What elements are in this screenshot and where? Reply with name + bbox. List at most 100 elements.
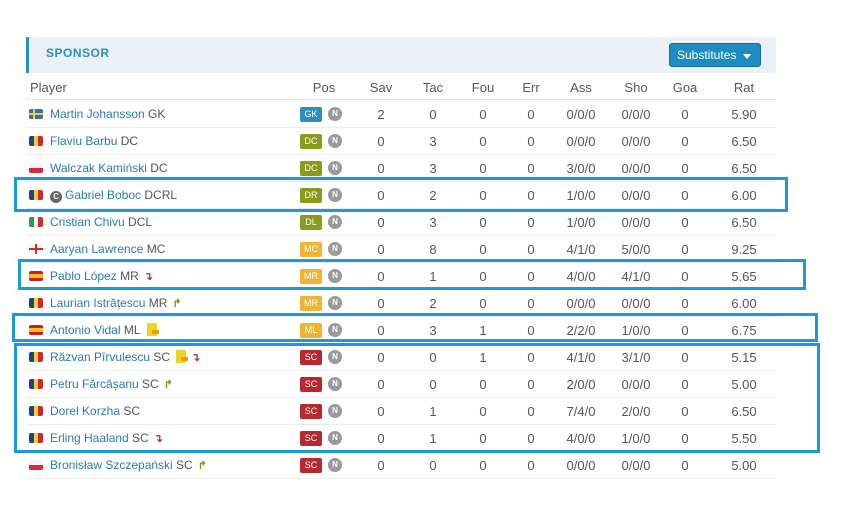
table-row[interactable]: Martin Johansson GK GK N 2 0 0 0 0/0/0 0/0/0 0 5.9… xyxy=(26,101,776,128)
table-row[interactable]: Bronisław Szczepański SC ↱ SC N 0 0 0 0 0/0/0 0/0… xyxy=(26,452,776,479)
yellow-card-icon xyxy=(146,323,159,336)
player-name[interactable]: Dorel Korzha xyxy=(50,404,121,418)
position-badge: SC xyxy=(300,377,322,392)
player-name[interactable]: Petru Fărcășanu xyxy=(50,377,139,391)
table-row[interactable]: Petru Fărcășanu SC ↱ SC N 0 0 0 0 2/0/0 0/0/0 0 5.0… xyxy=(26,371,776,398)
stat-sho-cell: 0/0/0 xyxy=(621,161,651,176)
nationality-badge: N xyxy=(328,134,342,148)
player-position-text: MC xyxy=(143,242,166,256)
stat-sav-cell: 0 xyxy=(377,350,385,365)
stat-tac-cell: 0 xyxy=(429,377,437,392)
player-name[interactable]: Pablo López xyxy=(50,269,117,283)
player-name-cell[interactable]: Dorel Korzha SC xyxy=(50,404,140,418)
stat-fou-cell: 0 xyxy=(479,161,487,176)
team-title: SPONSOR xyxy=(46,46,110,60)
table-row[interactable]: C Gabriel Boboc DCRL DR N 0 2 0 0 1/0/0 0/0/0 0 6.0… xyxy=(26,182,776,209)
stat-goa-cell: 0 xyxy=(681,377,689,392)
stat-ass-cell: 0/0/0 xyxy=(566,134,596,149)
column-header-pos: Pos xyxy=(312,80,336,95)
stat-err-cell: 0 xyxy=(527,431,535,446)
position-badge: SC xyxy=(300,350,322,365)
player-name-cell[interactable]: Aaryan Lawrence MC xyxy=(50,242,165,256)
player-name[interactable]: Răzvan Pîrvulescu xyxy=(50,350,151,364)
table-row[interactable]: Pablo López MR ↴ MR N 0 1 0 0 4/0/0 4/1/0 0 5.65 xyxy=(26,263,776,290)
stat-goa-cell: 0 xyxy=(681,107,689,122)
stat-sho-cell: 1/0/0 xyxy=(621,323,651,338)
player-name-cell[interactable]: Pablo López MR ↴ xyxy=(50,269,153,283)
player-name-cell[interactable]: Flaviu Barbu DC xyxy=(50,134,138,148)
stat-tac-cell: 1 xyxy=(429,431,437,446)
table-row[interactable]: Cristian Chivu DCL DL N 0 3 0 0 1/0/0 0/0/0 0 6.50 xyxy=(26,209,776,236)
player-name[interactable]: Antonio Vidal xyxy=(50,323,121,337)
sub-in-arrow-icon: ↱ xyxy=(163,379,173,391)
stat-sav-cell: 0 xyxy=(377,242,385,257)
table-row[interactable]: Flaviu Barbu DC DC N 0 3 0 0 0/0/0 0/0/0 0 6.50 xyxy=(26,128,776,155)
stat-sav-cell: 2 xyxy=(377,107,385,122)
player-name-cell[interactable]: Petru Fărcășanu SC ↱ xyxy=(50,377,173,391)
player-name[interactable]: Aaryan Lawrence xyxy=(50,242,144,256)
captain-icon: C xyxy=(50,191,62,203)
player-name[interactable]: Walczak Kamiński xyxy=(50,161,147,175)
player-name[interactable]: Bronisław Szczepański xyxy=(50,458,173,472)
stat-fou-cell: 0 xyxy=(479,296,487,311)
table-row[interactable]: Aaryan Lawrence MC MC N 0 8 0 0 4/1/0 5/0/0 0 9.25 xyxy=(26,236,776,263)
stat-fou-cell: 1 xyxy=(479,323,487,338)
player-name[interactable]: Cristian Chivu xyxy=(50,215,125,229)
nationality-badge: N xyxy=(328,161,342,175)
player-name-cell[interactable]: Răzvan Pîrvulescu SC ↴ xyxy=(50,350,200,364)
stat-err-cell: 0 xyxy=(527,134,535,149)
position-badge: DC xyxy=(300,161,322,176)
player-position-text: MR xyxy=(116,269,139,283)
player-name[interactable]: Laurian Istrățescu xyxy=(50,296,146,310)
column-header-sav: Sav xyxy=(369,80,393,95)
stat-sav-cell: 0 xyxy=(377,296,385,311)
nationality-badge: N xyxy=(328,269,342,283)
romania-flag-icon xyxy=(29,190,43,200)
player-name-cell[interactable]: Laurian Istrățescu MR ↱ xyxy=(50,296,182,310)
player-name[interactable]: Flaviu Barbu xyxy=(50,134,118,148)
stat-err-cell: 0 xyxy=(527,107,535,122)
player-position-text: MR xyxy=(145,296,168,310)
table-row[interactable]: Antonio Vidal ML ML N 0 3 1 0 2/2/0 1/0/0 0 6.75 xyxy=(26,317,776,344)
nationality-badge: N xyxy=(328,242,342,256)
table-row[interactable]: Laurian Istrățescu MR ↱ MR N 0 2 0 0 0/0/0 0/0/0 0… xyxy=(26,290,776,317)
position-badge: DC xyxy=(300,134,322,149)
stat-rat-cell: 6.50 xyxy=(731,215,757,230)
stat-tac-cell: 3 xyxy=(429,323,437,338)
column-header-sho: Sho xyxy=(624,80,648,95)
highlight-box xyxy=(14,343,820,453)
stat-rat-cell: 5.00 xyxy=(731,377,757,392)
stat-rat-cell: 6.00 xyxy=(731,188,757,203)
player-position-text: DCRL xyxy=(141,188,178,202)
player-name[interactable]: Erling Haaland xyxy=(50,431,129,445)
sub-out-arrow-icon: ↴ xyxy=(143,271,153,283)
stat-sho-cell: 0/0/0 xyxy=(621,134,651,149)
stat-err-cell: 0 xyxy=(527,215,535,230)
player-name-cell[interactable]: Antonio Vidal ML xyxy=(50,323,159,337)
player-name-cell[interactable]: C Gabriel Boboc DCRL xyxy=(50,188,177,203)
table-row[interactable]: Dorel Korzha SC SC N 0 1 0 0 7/4/0 2/0/0 0 6.50 xyxy=(26,398,776,425)
player-name-cell[interactable]: Walczak Kamiński DC xyxy=(50,161,168,175)
stat-sav-cell: 0 xyxy=(377,215,385,230)
player-position-text: SC xyxy=(172,458,193,472)
nationality-badge: N xyxy=(328,431,342,445)
stat-ass-cell: 4/1/0 xyxy=(566,350,596,365)
stat-rat-cell: 6.50 xyxy=(731,134,757,149)
column-header-goa: Goa xyxy=(672,80,698,95)
stat-tac-cell: 2 xyxy=(429,188,437,203)
nationality-badge: N xyxy=(328,377,342,391)
player-name-cell[interactable]: Erling Haaland SC ↴ xyxy=(50,431,163,445)
stat-err-cell: 0 xyxy=(527,323,535,338)
table-row[interactable]: Răzvan Pîrvulescu SC ↴ SC N 0 0 1 0 4/1/0 3/1/0 0 5… xyxy=(26,344,776,371)
spain-flag-icon xyxy=(29,271,43,281)
stat-sho-cell: 0/0/0 xyxy=(621,188,651,203)
table-row[interactable]: Walczak Kamiński DC DC N 0 3 0 0 3/0/0 0/0/0 0 6.5… xyxy=(26,155,776,182)
player-name[interactable]: Martin Johansson xyxy=(50,107,145,121)
player-name-cell[interactable]: Martin Johansson GK xyxy=(50,107,165,121)
position-badge: MR xyxy=(300,296,322,311)
nationality-badge: N xyxy=(328,323,342,337)
player-name-cell[interactable]: Cristian Chivu DCL xyxy=(50,215,152,229)
player-name[interactable]: Gabriel Boboc xyxy=(65,188,142,202)
player-name-cell[interactable]: Bronisław Szczepański SC ↱ xyxy=(50,458,207,472)
substitutes-dropdown[interactable]: Substitutes xyxy=(669,43,761,67)
